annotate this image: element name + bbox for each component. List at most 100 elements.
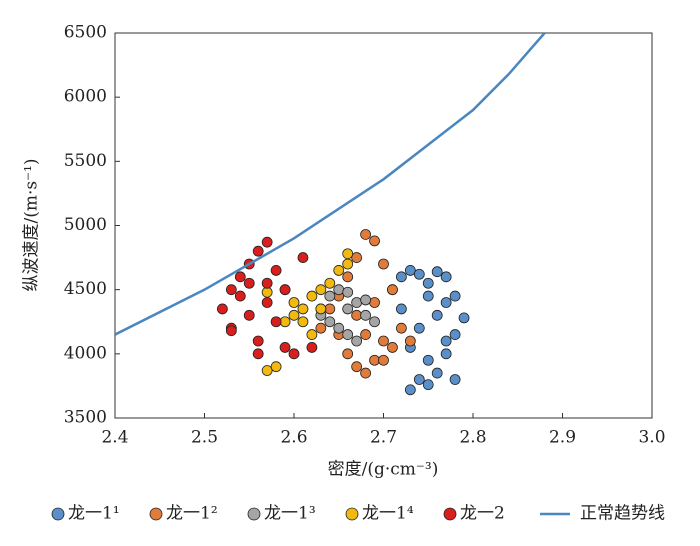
scatter-point bbox=[252, 335, 264, 347]
scatter-point bbox=[395, 271, 407, 283]
scatter-point bbox=[378, 354, 389, 366]
scatter-point bbox=[404, 384, 416, 396]
scatter-point bbox=[342, 303, 354, 315]
scatter-point bbox=[378, 335, 389, 347]
scatter-point bbox=[378, 258, 389, 270]
scatter-point bbox=[395, 303, 407, 315]
scatter-point bbox=[252, 245, 264, 257]
scatter-point bbox=[404, 335, 416, 347]
scatter-point bbox=[422, 277, 434, 289]
scatter-point bbox=[324, 290, 336, 302]
x-tick-label: 2.8 bbox=[459, 428, 486, 448]
scatter-point bbox=[288, 297, 300, 308]
scatter-point bbox=[279, 342, 291, 353]
scatter-point bbox=[387, 284, 398, 296]
scatter-point bbox=[306, 342, 318, 353]
scatter-point bbox=[422, 290, 434, 302]
scatter-point bbox=[261, 286, 273, 298]
y-tick-label: 6000 bbox=[64, 87, 107, 107]
scatter-point bbox=[360, 294, 372, 306]
trend-line bbox=[115, 33, 546, 336]
scatter-point bbox=[431, 266, 443, 278]
scatter-point bbox=[422, 379, 434, 391]
legend-label: 正常趋势线 bbox=[580, 504, 665, 524]
scatter-point bbox=[243, 309, 255, 321]
scatter-point bbox=[404, 265, 416, 276]
x-tick-label: 2.5 bbox=[191, 428, 218, 448]
x-axis-label: 密度/(g·cm⁻³) bbox=[328, 460, 439, 480]
legend-marker bbox=[443, 507, 457, 521]
scatter-point bbox=[395, 322, 407, 334]
scatter-point bbox=[387, 342, 398, 353]
legend-label: 龙一1⁴ bbox=[362, 504, 414, 524]
legend-label: 龙一1² bbox=[166, 504, 218, 524]
scatter-point bbox=[413, 322, 425, 334]
scatter-point bbox=[261, 365, 273, 376]
scatter-point bbox=[449, 374, 461, 385]
x-tick-label: 2.7 bbox=[370, 428, 397, 448]
scatter-point bbox=[440, 348, 452, 360]
scatter-point bbox=[351, 309, 363, 321]
x-tick-label: 2.9 bbox=[549, 428, 576, 448]
scatter-point bbox=[324, 303, 336, 315]
scatter-point bbox=[288, 348, 300, 360]
y-tick-label: 6500 bbox=[64, 23, 107, 43]
x-tick-label: 3.0 bbox=[638, 428, 665, 448]
scatter-point bbox=[216, 303, 228, 315]
scatter-point bbox=[270, 265, 282, 276]
scatter-point bbox=[234, 271, 246, 283]
scatter-point bbox=[324, 316, 336, 328]
scatter-point bbox=[431, 367, 443, 379]
scatter-point bbox=[369, 235, 380, 247]
legend-label: 龙一1¹ bbox=[68, 504, 120, 524]
scatter-point bbox=[440, 335, 452, 347]
scatter-point bbox=[342, 248, 354, 260]
x-tick-label: 2.4 bbox=[101, 428, 128, 448]
scatter-point bbox=[342, 329, 354, 340]
y-tick-label: 4500 bbox=[64, 279, 107, 299]
scatter-point bbox=[351, 252, 363, 263]
scatter-point bbox=[342, 286, 354, 298]
scatter-point bbox=[369, 316, 380, 328]
scatter-point bbox=[333, 322, 345, 334]
scatter-point bbox=[306, 329, 318, 340]
scatter-point bbox=[261, 297, 273, 308]
legend-marker bbox=[345, 507, 359, 521]
legend-marker bbox=[149, 507, 163, 521]
scatter-point bbox=[351, 297, 363, 308]
y-tick-label: 5500 bbox=[64, 151, 107, 171]
scatter-point bbox=[315, 322, 327, 334]
scatter-point bbox=[225, 325, 237, 337]
scatter-point bbox=[440, 271, 452, 283]
legend-marker bbox=[51, 507, 65, 521]
scatter-point bbox=[369, 297, 380, 308]
scatter-point bbox=[279, 284, 291, 296]
legend-label: 龙一2 bbox=[460, 504, 505, 524]
scatter-point bbox=[449, 329, 461, 340]
scatter-point bbox=[351, 361, 363, 373]
scatter-point bbox=[333, 265, 345, 276]
y-tick-label: 3500 bbox=[64, 408, 107, 428]
scatter-point bbox=[440, 297, 452, 308]
legend-label: 龙一1³ bbox=[264, 504, 316, 524]
scatter-point bbox=[261, 236, 273, 248]
scatter-point bbox=[360, 229, 372, 240]
scatter-point bbox=[315, 284, 327, 296]
scatter-point bbox=[422, 354, 434, 366]
scatter-point bbox=[234, 290, 246, 302]
scatter-point bbox=[360, 367, 372, 379]
scatter-point bbox=[342, 258, 354, 270]
scatter-point bbox=[369, 354, 380, 366]
y-axis-label: 纵波速度/(m·s⁻¹) bbox=[22, 158, 42, 291]
y-tick-label: 5000 bbox=[64, 215, 107, 235]
scatter-point bbox=[413, 268, 425, 280]
scatter-point bbox=[360, 329, 372, 340]
scatter-point bbox=[431, 309, 443, 321]
scatter-point bbox=[270, 316, 282, 328]
scatter-point bbox=[324, 277, 336, 289]
scatter-point bbox=[342, 348, 354, 360]
scatter-point bbox=[315, 303, 327, 315]
scatter-point bbox=[279, 316, 291, 328]
scatter-point bbox=[306, 290, 318, 302]
